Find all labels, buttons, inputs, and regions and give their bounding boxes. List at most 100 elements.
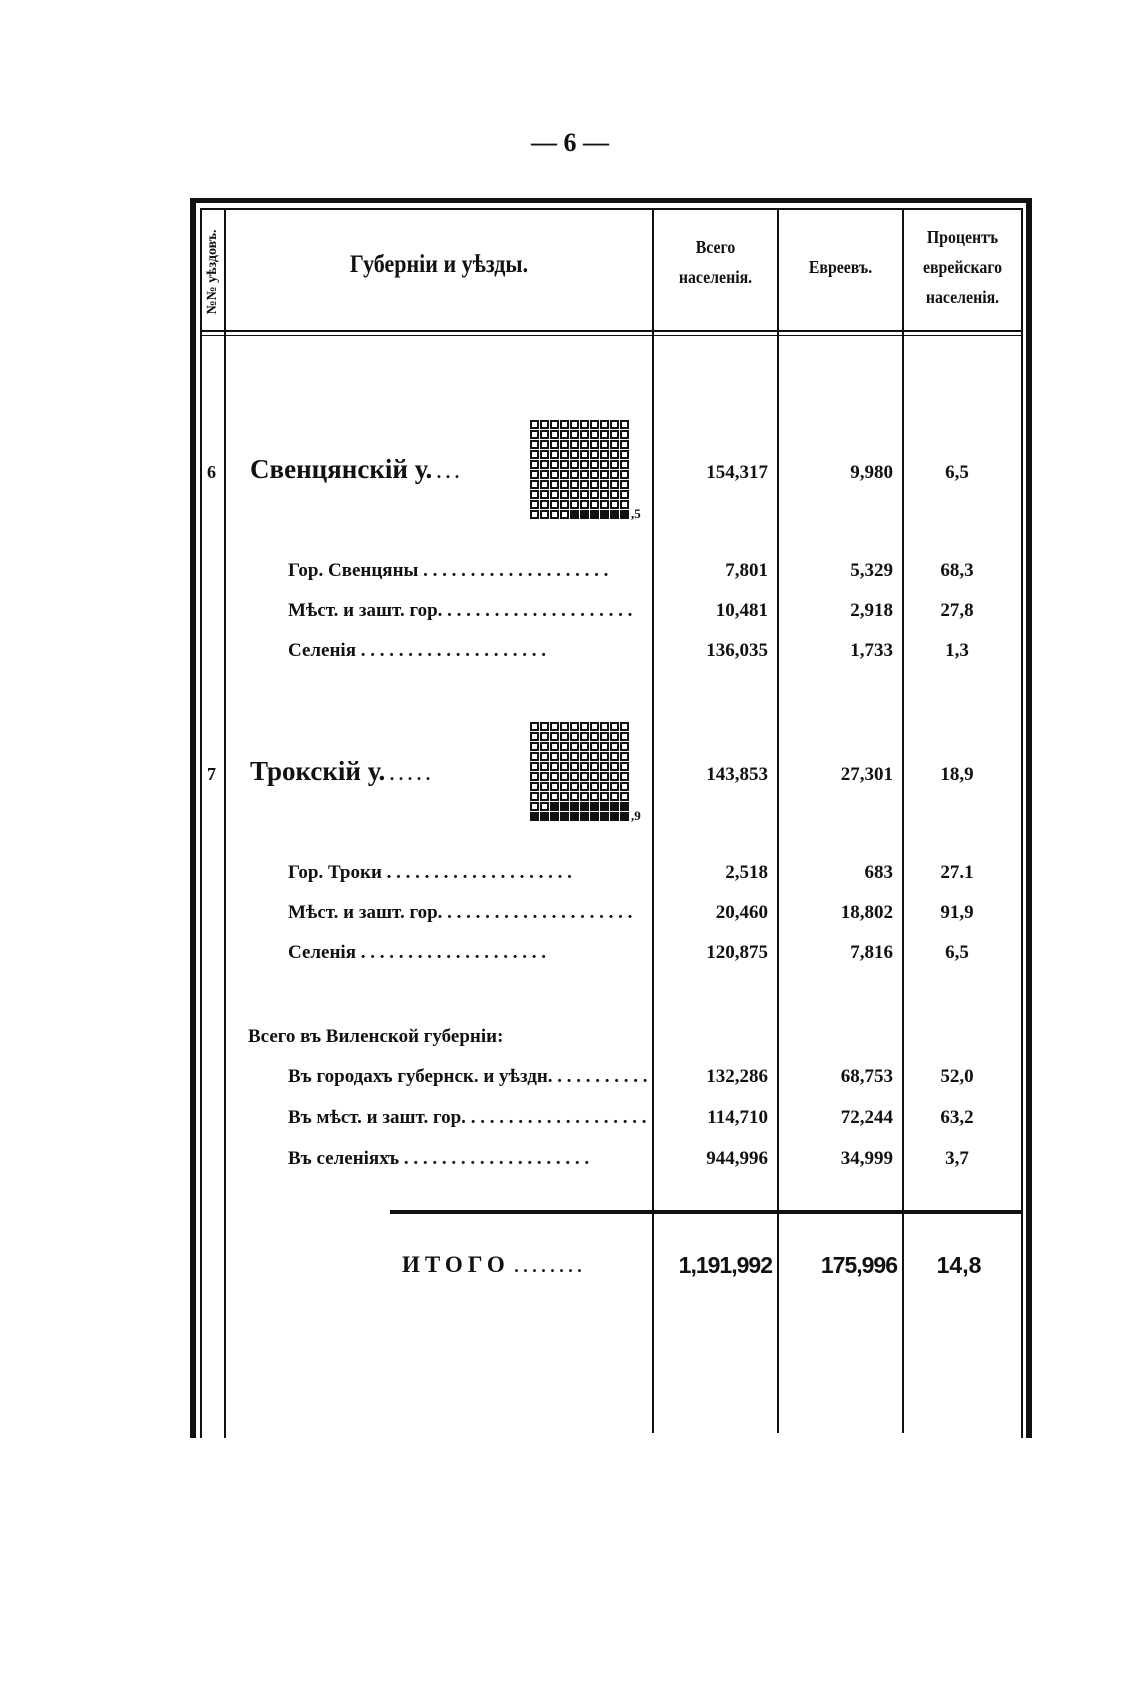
grid-cell [560, 742, 569, 751]
grid-cell [620, 500, 629, 509]
grid-cell [580, 732, 589, 741]
grid-cell [570, 440, 579, 449]
percent-grid [530, 722, 629, 821]
row-total: 10,481 [715, 600, 768, 621]
grid-cell [550, 500, 559, 509]
grid-cell [600, 460, 609, 469]
grid-cell [600, 500, 609, 509]
leader-dots: . . . . . . . . . . . . . . . . . . . . [355, 942, 546, 963]
grid-cell [570, 510, 579, 519]
row-label: Въ мѣст. и зашт. гор. . . . . . . . . . … [288, 1107, 650, 1129]
grid-cell [560, 510, 569, 519]
row-label: Гор. Свенцяны . . . . . . . . . . . . . … [288, 560, 650, 582]
grid-cell [540, 722, 549, 731]
grid-cell [610, 450, 619, 459]
grid-cell [600, 762, 609, 771]
grid-cell [580, 802, 589, 811]
grid-cell [610, 812, 619, 821]
grid-cell [580, 742, 589, 751]
grid-cell [570, 732, 579, 741]
grid-cell [620, 510, 629, 519]
grid-cell [530, 450, 539, 459]
row-jews: 72,244 [840, 1107, 893, 1128]
grid-cell [540, 792, 549, 801]
grid-cell [550, 782, 559, 791]
row-jews: 34,999 [840, 1148, 893, 1169]
grid-cell [550, 732, 559, 741]
district-total: 143,853 [706, 764, 768, 785]
grid-cell [590, 812, 599, 821]
grid-cell [580, 470, 589, 479]
leader-dots: . . . . . . . . . . . . . . . . . . . . [442, 902, 633, 923]
row-percent: 68,3 [940, 560, 974, 581]
grid-cell [570, 742, 579, 751]
row-percent: 27.1 [940, 862, 974, 883]
grid-cell [610, 792, 619, 801]
grid-cell [560, 802, 569, 811]
grid-cell [570, 420, 579, 429]
grid-cell [610, 782, 619, 791]
grid-cell [580, 420, 589, 429]
grid-cell [560, 480, 569, 489]
grid-cell [580, 510, 589, 519]
grid-cell [560, 470, 569, 479]
grid-cell [590, 732, 599, 741]
row-label-text: Селенія [288, 942, 356, 963]
grid-cell [560, 752, 569, 761]
grid-cell [600, 782, 609, 791]
leader-dots: . . . . . . . . . . . . . . . . . . . . [355, 640, 546, 661]
grid-cell [620, 420, 629, 429]
grid-cell [560, 420, 569, 429]
grid-cell [620, 762, 629, 771]
grid-cell [610, 420, 619, 429]
row-jews: 683 [864, 862, 894, 883]
grid-cell [530, 722, 539, 731]
grid-cell [540, 772, 549, 781]
grid-cell [550, 722, 559, 731]
grid-cell [620, 480, 629, 489]
grid-cell [590, 772, 599, 781]
grid-cell [580, 782, 589, 791]
row-label-text: Гор. Свенцяны [288, 560, 419, 581]
grid-cell [590, 470, 599, 479]
district-name: Трокскій у. . . . . . [250, 756, 430, 787]
grid-cell [530, 420, 539, 429]
grid-cell [560, 460, 569, 469]
district-name: Свенцянскій у. . . . [250, 454, 459, 485]
grid-cell [610, 752, 619, 761]
grid-cell [530, 762, 539, 771]
grid-cell [580, 772, 589, 781]
grid-cell [600, 792, 609, 801]
grid-cell [580, 480, 589, 489]
grid-cell [530, 752, 539, 761]
district-name-text: Трокскій у. [250, 756, 386, 786]
grid-cell [620, 782, 629, 791]
grid-cell [610, 500, 619, 509]
row-percent: 27,8 [940, 600, 974, 621]
grid-cell [560, 812, 569, 821]
grid-cell [590, 440, 599, 449]
row-percent: 52,0 [940, 1066, 974, 1087]
grid-cell [530, 480, 539, 489]
row-label-text: Въ селеніяхъ [288, 1148, 400, 1169]
grid-cell [620, 430, 629, 439]
grid-cell [580, 440, 589, 449]
leader-dots: . . . . . . . . . . . . . . . . . . . . [418, 560, 609, 581]
grid-cell [600, 480, 609, 489]
row-total: 136,035 [706, 640, 768, 661]
grid-cell [550, 460, 559, 469]
grid-cell [550, 480, 559, 489]
grid-cell [600, 722, 609, 731]
grid-cell [530, 792, 539, 801]
grid-cell [570, 490, 579, 499]
row-label: Мѣст. и зашт. гор. . . . . . . . . . . .… [288, 902, 650, 924]
grid-cell [560, 430, 569, 439]
grid-cell [530, 460, 539, 469]
row-total: 114,710 [707, 1107, 768, 1128]
leader-dots: . . . . . . . . . . . . . . . . . . . . [399, 1148, 590, 1169]
grid-cell [560, 772, 569, 781]
district-jews: 27,301 [840, 764, 893, 785]
grid-cell [570, 430, 579, 439]
grid-cell [610, 510, 619, 519]
grid-cell [590, 480, 599, 489]
